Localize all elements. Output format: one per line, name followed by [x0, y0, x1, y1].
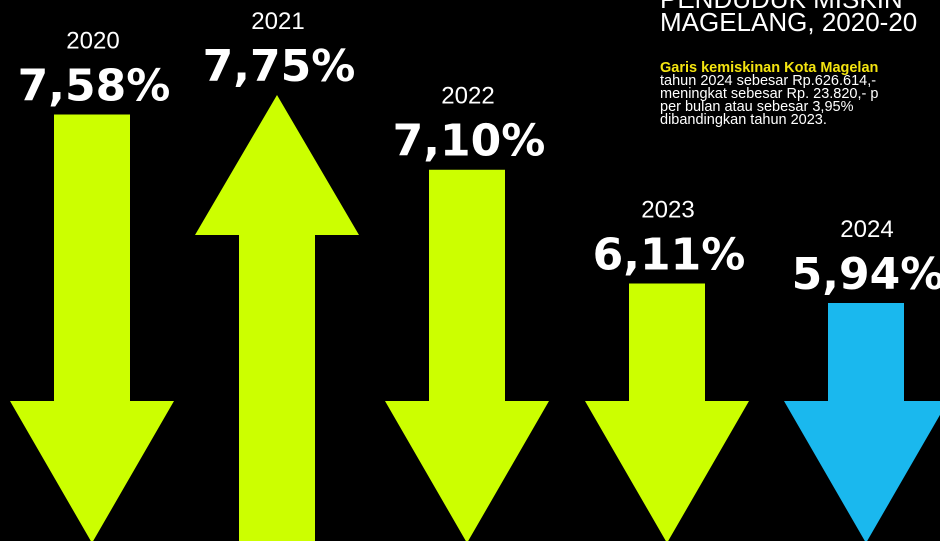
arrow-2020 [10, 114, 174, 541]
description-line-4: per bulan atau sebesar 3,95% [660, 99, 854, 115]
value-label-2023: 6,11% [593, 229, 746, 280]
value-label-2024: 5,94% [792, 249, 940, 300]
chart-title-line-2: MAGELANG, 2020-20 [660, 7, 918, 37]
year-label-2020: 2020 [66, 28, 119, 55]
value-label-2022: 7,10% [393, 116, 546, 167]
arrow-2024 [784, 303, 940, 541]
description-text: Garis kemiskinan Kota Magelan tahun 2024… [660, 60, 940, 128]
value-label-2021: 7,75% [203, 41, 356, 92]
description-line-1: Garis kemiskinan Kota Magelan [660, 60, 879, 76]
description-line-5: dibandingkan tahun 2023. [660, 112, 827, 128]
description-line-2: tahun 2024 sebesar Rp.626.614,- [660, 73, 877, 89]
chart-title-line-1: PENDUDUK MISKIN [660, 0, 940, 12]
value-label-2020: 7,58% [18, 61, 171, 112]
year-label-2021: 2021 [251, 8, 304, 35]
chart-title: PENDUDUK MISKIN MAGELANG, 2020-20 [660, 0, 940, 37]
arrow-2023 [585, 283, 749, 541]
year-label-2024: 2024 [840, 216, 893, 243]
arrow-2022 [385, 169, 549, 541]
arrow-2021 [195, 95, 359, 541]
description-line-3: meningkat sebesar Rp. 23.820,- p [660, 86, 879, 102]
year-label-2022: 2022 [441, 83, 494, 110]
year-label-2023: 2023 [641, 196, 694, 223]
